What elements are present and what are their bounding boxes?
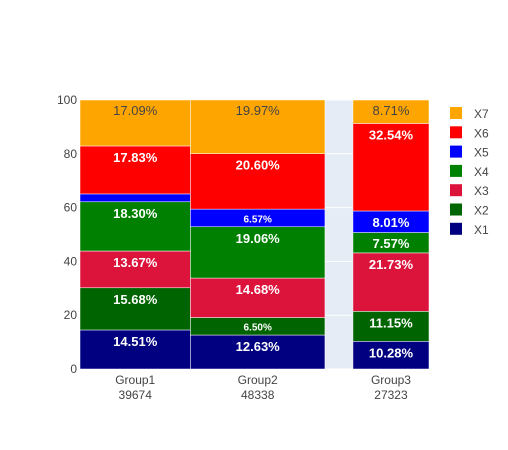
- legend-label: X1: [474, 223, 489, 237]
- bar-segment-x7-group1[interactable]: [79, 99, 191, 147]
- data-label: 18.30%: [113, 206, 158, 221]
- legend-swatch: [450, 164, 462, 177]
- bar-segments: [79, 99, 430, 370]
- data-label: 19.97%: [236, 103, 281, 118]
- data-label: 6.50%: [244, 323, 272, 334]
- data-label: 19.06%: [236, 231, 281, 246]
- data-label: 21.73%: [369, 257, 414, 272]
- legend-label: X7: [474, 107, 489, 121]
- data-label: 20.60%: [236, 158, 281, 173]
- legend-swatch: [450, 126, 462, 139]
- data-label: 8.71%: [373, 103, 410, 118]
- legend-item-x2[interactable]: X2: [450, 203, 489, 218]
- data-label: 14.51%: [113, 334, 158, 349]
- y-tick-label: 20: [64, 308, 78, 322]
- bar-segment-x1-group2[interactable]: [190, 334, 326, 370]
- data-label: 8.01%: [373, 215, 410, 230]
- legend-item-x6[interactable]: X6: [450, 126, 489, 140]
- legend-swatch: [450, 203, 462, 216]
- x-tick-total: 48338: [241, 388, 275, 402]
- data-labels: 14.51% 15.68% 13.67% 18.30% 17.83% 17.09% 12.6…: [113, 103, 413, 360]
- y-axis: 0 20 40 60 80 100: [57, 93, 77, 376]
- data-label: 17.09%: [113, 103, 158, 118]
- x-tick-label: Group1: [115, 373, 155, 387]
- bar-segment-x3-group2[interactable]: [190, 277, 326, 318]
- legend-item-x7[interactable]: X7: [450, 107, 489, 121]
- bar-segment-x2-group1[interactable]: [79, 287, 191, 331]
- legend-item-x3[interactable]: X3: [450, 184, 489, 198]
- data-label: 13.67%: [113, 255, 158, 270]
- x-tick-label: Group2: [238, 373, 278, 387]
- legend-swatch: [450, 222, 462, 235]
- legend-swatch: [450, 145, 462, 158]
- y-tick-label: 80: [64, 147, 78, 161]
- bar-segment-x4-group1[interactable]: [79, 201, 191, 252]
- y-tick-label: 100: [57, 93, 77, 107]
- bar-segment-x7-group2[interactable]: [190, 99, 326, 154]
- bar-segment-x4-group2[interactable]: [190, 226, 326, 279]
- legend-swatch: [450, 184, 462, 197]
- legend-label: X4: [474, 165, 489, 179]
- legend-swatch: [450, 107, 462, 119]
- bar-segment-x3-group1[interactable]: [79, 250, 191, 289]
- data-label: 32.54%: [369, 127, 414, 142]
- legend-item-x1[interactable]: X1: [450, 222, 489, 237]
- data-label: 7.57%: [373, 236, 410, 251]
- legend-item-x5[interactable]: X5: [450, 145, 489, 160]
- data-label: 10.28%: [369, 345, 414, 360]
- bar-segment-x6-group2[interactable]: [190, 153, 326, 210]
- bar-segment-x7-group3[interactable]: [352, 99, 430, 124]
- bar-segment-x2-group3[interactable]: [352, 311, 430, 342]
- legend: X7 X6 X5 X4 X3 X2 X1: [450, 107, 489, 237]
- x-tick-label: Group3: [371, 373, 411, 387]
- data-label: 6.57%: [244, 214, 272, 225]
- legend-label: X6: [474, 126, 489, 140]
- data-label: 17.83%: [113, 150, 158, 165]
- bar-segment-x5-group1[interactable]: [79, 193, 191, 203]
- data-label: 11.15%: [369, 315, 413, 330]
- data-label: 12.63%: [236, 339, 281, 354]
- bar-segment-x6-group3[interactable]: [352, 123, 430, 212]
- bar-segment-x6-group1[interactable]: [79, 145, 191, 195]
- x-tick-total: 27323: [374, 388, 408, 402]
- y-tick-label: 60: [64, 201, 78, 215]
- legend-label: X3: [474, 184, 489, 198]
- legend-label: X5: [474, 146, 489, 160]
- y-tick-label: 0: [70, 362, 77, 376]
- y-tick-label: 40: [64, 254, 78, 268]
- data-label: 14.68%: [236, 282, 281, 297]
- legend-item-x4[interactable]: X4: [450, 164, 489, 179]
- x-tick-total: 39674: [119, 388, 153, 402]
- legend-label: X2: [474, 204, 489, 218]
- data-label: 15.68%: [113, 292, 158, 307]
